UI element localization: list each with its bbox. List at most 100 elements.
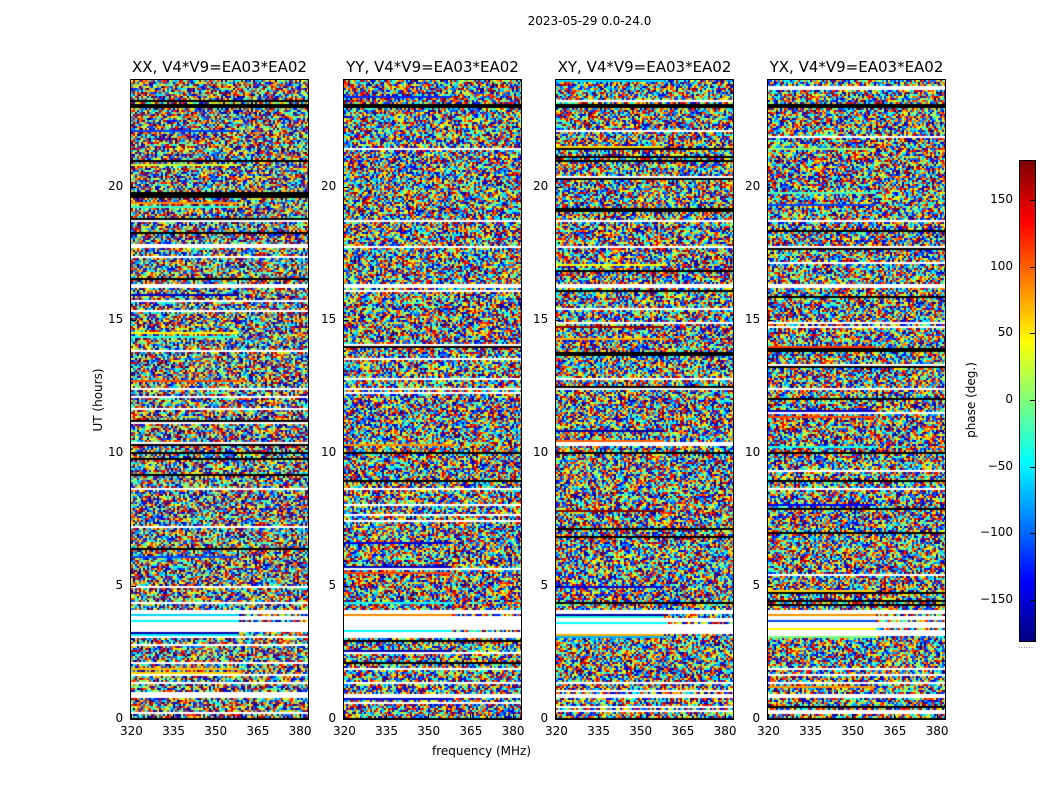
y-tick-label: 10 [533,444,549,459]
y-tick [768,319,773,321]
y-tick-label: 10 [108,444,124,459]
panel-xx: XX, V4*V9=EA03*EA02 [130,58,309,720]
phase-heatmap [131,80,308,719]
y-tick-label: 15 [108,311,124,326]
colorbar-tick-label: 150 [990,192,1013,206]
x-tick [682,714,684,719]
y-tick [556,452,561,454]
x-tick-label: 380 [925,724,949,738]
x-tick-label: 365 [883,724,907,738]
y-tick [556,319,561,321]
colorbar-label: phase (deg.) [964,362,978,438]
colorbar [1019,160,1036,642]
y-tick [556,719,561,720]
x-tick-label: 350 [204,724,228,738]
colorbar-tick [1030,400,1035,401]
x-tick-label: 380 [501,724,525,738]
x-tick [936,714,938,719]
x-tick-label: 320 [120,724,143,738]
y-tick-label: 15 [321,311,337,326]
colorbar-tick-label: −100 [980,525,1013,540]
y-tick-label: 20 [108,178,124,193]
y-tick [768,585,773,587]
x-tick [556,714,557,719]
y-tick-label: 10 [321,444,337,459]
x-tick [257,714,259,719]
x-tick [894,714,896,719]
x-tick [299,714,301,719]
y-tick [768,719,773,720]
x-tick-label: 365 [459,724,483,738]
panel-xy: XY, V4*V9=EA03*EA02 [555,58,734,720]
x-tick-label: 335 [162,724,186,738]
y-tick [768,186,773,188]
phase-heatmap [556,80,733,719]
x-tick-label: 365 [246,724,270,738]
x-tick-label: 350 [841,724,865,738]
y-tick [768,452,773,454]
y-tick-label: 5 [115,577,124,592]
y-tick-label: 0 [115,711,124,725]
x-tick [386,714,388,719]
y-tick-label: 20 [321,178,337,193]
x-tick-label: 380 [288,724,312,738]
x-tick [724,714,726,719]
y-tick [344,319,349,321]
figure-title: 2023-05-29 0.0-24.0 [527,14,652,28]
y-tick [131,186,136,188]
x-tick-label: 320 [757,724,780,738]
colorbar-tick-label: −150 [980,592,1013,606]
y-tick-label: 5 [540,577,549,592]
x-tick [598,714,600,719]
x-axis-label: frequency (MHz) [432,744,532,758]
x-tick [810,714,812,719]
panel-title: XY, V4*V9=EA03*EA02 [557,58,732,76]
colorbar-tick [1030,200,1035,201]
colorbar-tick-label: 50 [997,325,1013,340]
x-tick-label: 335 [587,724,611,738]
y-tick-label: 15 [745,311,761,326]
y-tick-label: 20 [533,178,549,193]
y-tick-label: 0 [540,711,549,725]
colorbar-tick-label: −50 [987,458,1013,473]
colorbar-tick-label: 0 [1005,392,1013,406]
x-tick [173,714,175,719]
x-tick-label: 380 [713,724,737,738]
panel-yx: YX, V4*V9=EA03*EA02 [767,58,946,720]
y-tick [131,319,136,321]
y-tick-label: 5 [752,577,761,592]
panel-title: YY, V4*V9=EA03*EA02 [346,58,519,76]
x-tick [470,714,472,719]
y-tick [131,719,136,720]
colorbar-tick-label: 100 [990,258,1013,273]
y-tick-label: 10 [745,444,761,459]
colorbar-tick [1030,466,1035,468]
x-tick [512,714,514,719]
y-tick-label: 0 [752,711,761,725]
y-tick-label: 0 [328,711,337,725]
y-tick-label: 15 [533,311,549,326]
x-tick [852,714,854,719]
x-tick [344,714,345,719]
x-tick-label: 320 [545,724,568,738]
panel-yy: YY, V4*V9=EA03*EA02 [343,58,522,720]
y-tick [344,719,349,720]
colorbar-tick [1030,533,1035,535]
x-tick-label: 335 [799,724,823,738]
x-tick-label: 365 [671,724,695,738]
y-tick [556,585,561,587]
y-tick-label: 5 [328,577,337,592]
x-tick-label: 335 [375,724,399,738]
x-tick [768,714,769,719]
x-tick-label: 350 [629,724,653,738]
x-tick [640,714,642,719]
y-tick [344,186,349,188]
colorbar-tick [1030,333,1035,335]
panel-title: XX, V4*V9=EA03*EA02 [132,58,307,76]
x-tick [131,714,132,719]
x-tick [428,714,430,719]
panel-title: YX, V4*V9=EA03*EA02 [769,58,944,76]
y-axis-label: UT (hours) [91,368,105,432]
y-tick [556,186,561,188]
